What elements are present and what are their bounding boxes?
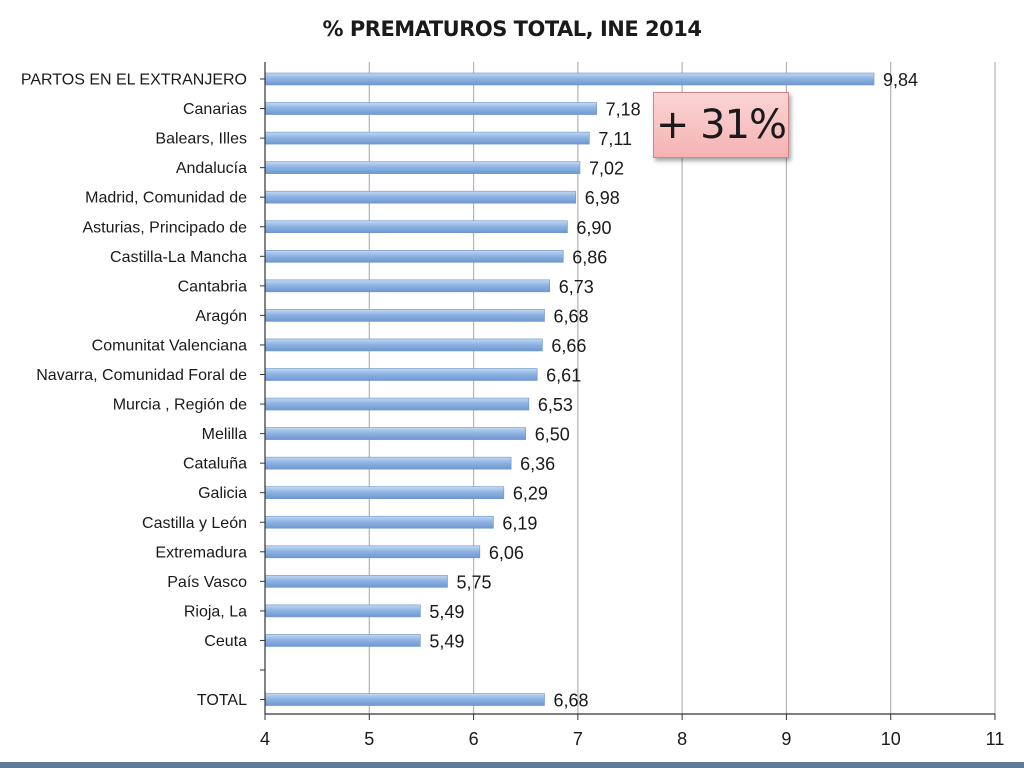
value-label: 6,68 — [553, 691, 588, 711]
bar — [264, 456, 512, 470]
value-label: 6,66 — [551, 336, 586, 356]
category-label: Murcia , Región de — [113, 397, 247, 414]
value-label: 5,75 — [457, 572, 492, 592]
category-labels: PARTOS EN EL EXTRANJERO Canarias Balears, … — [21, 72, 247, 710]
bottom-rule — [0, 762, 1024, 768]
value-label: 6,06 — [489, 543, 524, 563]
category-label: Castilla-La Mancha — [110, 249, 247, 266]
category-label: Balears, Illes — [155, 131, 247, 148]
bar — [264, 279, 551, 293]
value-label: 5,49 — [429, 602, 464, 622]
bar — [264, 131, 590, 145]
bar — [264, 397, 530, 411]
x-tick-label: 11 — [986, 729, 1005, 749]
bar — [264, 338, 543, 352]
category-label: Aragón — [195, 308, 247, 325]
x-tick-label: 4 — [260, 729, 270, 749]
x-tick-label: 9 — [781, 729, 791, 749]
value-label: 6,90 — [576, 218, 611, 238]
bar — [264, 220, 568, 234]
x-tick-label: 8 — [677, 729, 687, 749]
bar — [264, 190, 577, 204]
x-tick-label: 5 — [364, 729, 374, 749]
value-label: 6,50 — [535, 425, 570, 445]
category-label: Ceuta — [204, 633, 247, 650]
value-label: 5,49 — [429, 631, 464, 651]
bar — [264, 102, 597, 115]
category-label: Canarias — [183, 101, 247, 118]
bar — [264, 545, 481, 559]
x-tick-label: 6 — [469, 729, 479, 749]
category-label: Madrid, Comunidad de — [85, 190, 247, 207]
value-label: 6,73 — [559, 277, 594, 297]
value-label: 6,98 — [585, 188, 620, 208]
chart-title: % PREMATUROS TOTAL, INE 2014 — [322, 17, 702, 41]
value-label: 7,11 — [598, 129, 632, 149]
category-label: Navarra, Comunidad Foral de — [36, 367, 247, 384]
value-label: 6,53 — [538, 395, 573, 415]
value-label: 6,29 — [513, 484, 548, 504]
category-label: Melilla — [202, 426, 247, 443]
percent-increase-callout: + 31% — [653, 92, 789, 158]
category-label: Comunitat Valenciana — [92, 337, 247, 354]
value-label: 6,68 — [553, 306, 588, 326]
x-tick-label: 7 — [573, 729, 583, 749]
category-label: Rioja, La — [184, 603, 247, 620]
value-label: 6,61 — [546, 366, 581, 386]
value-label: 6,19 — [502, 513, 537, 533]
value-label: 6,86 — [572, 247, 607, 267]
category-label: Asturias, Principado de — [82, 219, 247, 236]
bar — [264, 634, 421, 647]
category-label: PARTOS EN EL EXTRANJERO — [21, 72, 247, 89]
value-label: 7,02 — [589, 159, 624, 179]
x-tick-label: 10 — [881, 729, 901, 749]
value-label: 6,36 — [520, 454, 555, 474]
value-labels: 9,84 7,18 7,11 7,02 6,98 6,90 6,86 6,73 6,68 6,66… — [429, 70, 918, 711]
category-label: Cataluña — [183, 456, 247, 473]
value-label: 9,84 — [883, 70, 918, 90]
category-label: TOTAL — [197, 692, 247, 709]
bar — [264, 250, 564, 263]
bar — [264, 309, 545, 322]
bar — [264, 486, 505, 500]
bar — [264, 368, 538, 381]
bars — [264, 72, 875, 706]
category-label: Galicia — [198, 485, 247, 502]
x-axis: 4 5 6 7 8 9 10 11 — [260, 62, 1004, 749]
bar — [264, 427, 527, 440]
bar — [264, 604, 421, 618]
category-label: Andalucía — [176, 160, 247, 177]
category-label: País Vasco — [167, 574, 247, 591]
category-label: Castilla y León — [142, 515, 247, 532]
value-label: 7,18 — [606, 100, 641, 120]
category-label: Cantabria — [178, 278, 247, 295]
bar — [264, 72, 875, 86]
category-label: Extremadura — [155, 544, 247, 561]
bar — [264, 161, 581, 174]
bar — [264, 515, 494, 529]
bar — [264, 575, 448, 588]
bar — [264, 693, 545, 706]
